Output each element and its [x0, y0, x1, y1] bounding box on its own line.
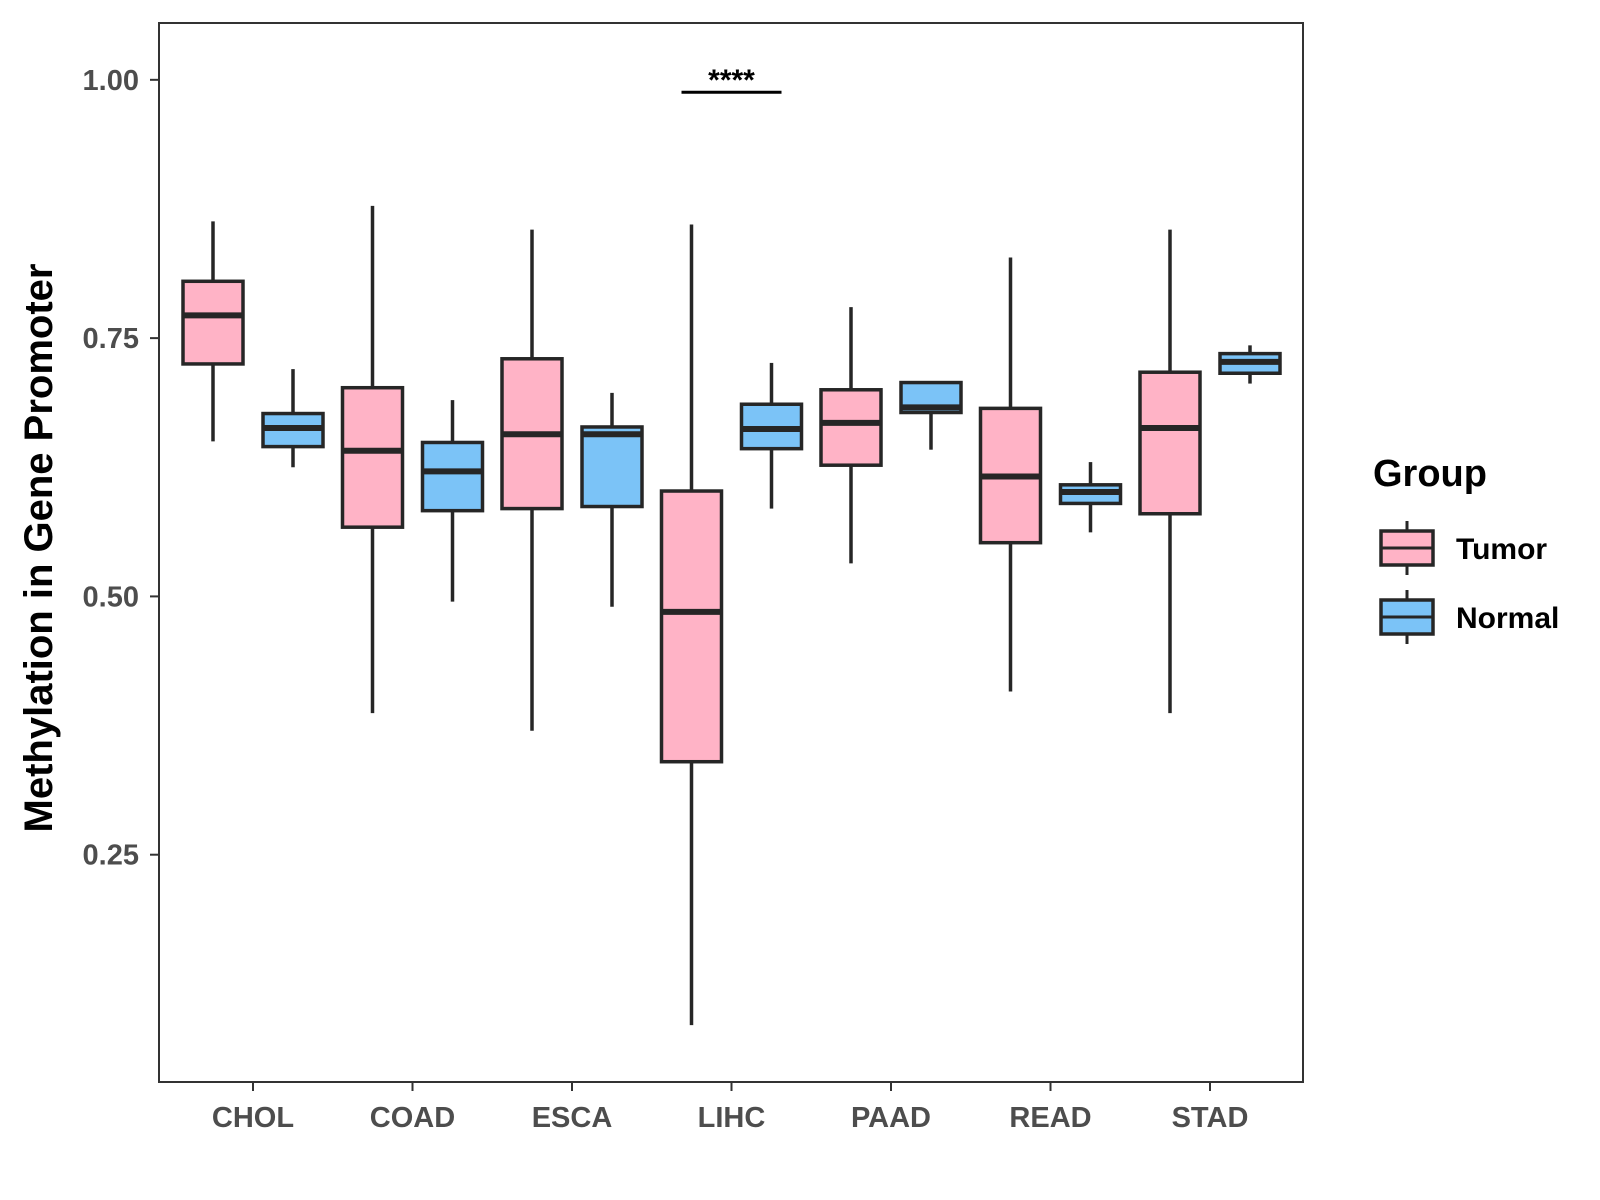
legend-label: Tumor	[1456, 533, 1547, 566]
plot-panel-border	[158, 22, 1304, 1083]
legend-title: Group	[1373, 453, 1487, 495]
box-normal-chol	[261, 369, 325, 468]
legend: Group Tumor Normal	[1373, 453, 1559, 644]
box-normal-coad	[420, 400, 485, 602]
x-tick-label: CHOL	[212, 1102, 294, 1134]
box-body	[580, 425, 644, 509]
box-tumor-coad	[340, 205, 405, 714]
box-tumor-stad	[1138, 229, 1202, 714]
y-tick-label: 0.75	[83, 323, 139, 355]
box-normal-esca	[580, 392, 644, 607]
y-tick-label: 1.00	[83, 65, 139, 97]
box-body	[181, 279, 245, 366]
x-tick-label: READ	[1009, 1102, 1091, 1134]
box-tumor-paad	[819, 307, 883, 564]
x-tick-label: PAAD	[851, 1102, 931, 1134]
y-tick-label: 0.50	[83, 581, 139, 613]
box-tumor-esca	[500, 229, 564, 731]
x-tick-label: STAD	[1172, 1102, 1249, 1134]
box-tumor-lihc	[659, 224, 724, 1026]
legend-entry-normal: Normal	[1379, 590, 1559, 644]
x-tick-label: COAD	[370, 1102, 455, 1134]
y-axis-title: Methylation in Gene Promoter	[17, 264, 61, 833]
box-body	[420, 440, 485, 513]
box-tumor-read	[978, 257, 1043, 692]
box-body	[659, 489, 724, 764]
box-body	[1138, 370, 1202, 516]
plot-area: 0.25 0.50 0.75 1.00 CHOL COAD ESCA LIHC PAAD READ…	[83, 22, 1304, 1134]
box-normal-read	[1058, 462, 1123, 533]
significance-label: ****	[708, 64, 755, 97]
legend-entry-tumor: Tumor	[1379, 521, 1547, 575]
box-normal-stad	[1218, 345, 1282, 384]
y-tick-label: 0.25	[83, 840, 139, 872]
x-tick-label: LIHC	[698, 1102, 766, 1134]
box-body	[340, 385, 405, 529]
box-normal-paad	[899, 380, 963, 450]
box-normal-lihc	[739, 362, 804, 509]
box-tumor-chol	[181, 221, 245, 442]
box-body	[819, 388, 883, 467]
legend-label: Normal	[1456, 602, 1559, 635]
x-tick-label: ESCA	[532, 1102, 613, 1134]
